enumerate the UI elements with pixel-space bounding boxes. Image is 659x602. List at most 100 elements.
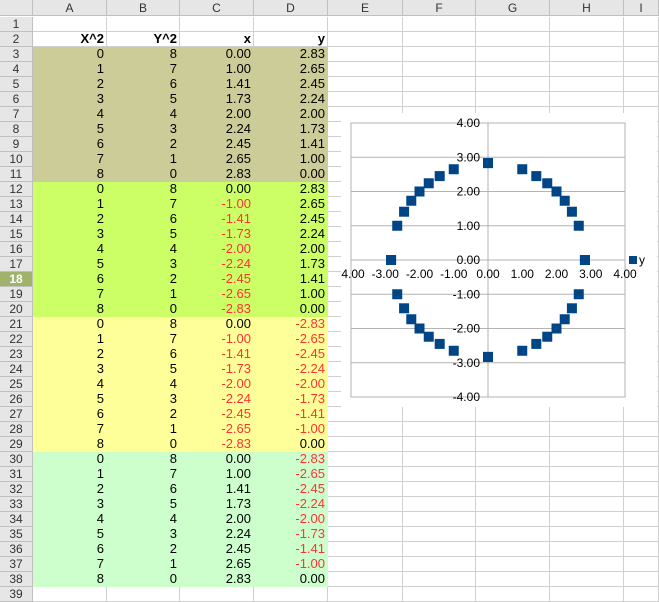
cell-A18[interactable]: 6 [33, 272, 107, 287]
cell-B14[interactable]: 6 [107, 212, 180, 227]
cell-D1[interactable] [254, 17, 328, 32]
cell-B16[interactable]: 4 [107, 242, 180, 257]
cell-H33[interactable] [550, 497, 624, 512]
cell-C31[interactable]: 1.00 [180, 467, 254, 482]
cell-A14[interactable]: 2 [33, 212, 107, 227]
cell-G2[interactable] [476, 32, 550, 47]
cell-D20[interactable]: 0.00 [254, 302, 328, 317]
cell-F3[interactable] [403, 47, 476, 62]
row-header-26[interactable]: 26 [0, 392, 33, 407]
cell-I31[interactable] [624, 467, 659, 482]
cell-D13[interactable]: 2.65 [254, 197, 328, 212]
cell-A7[interactable]: 4 [33, 107, 107, 122]
cell-B2[interactable]: Y^2 [107, 32, 180, 47]
cell-D39[interactable] [254, 587, 328, 602]
cell-D12[interactable]: 2.83 [254, 182, 328, 197]
cell-B7[interactable]: 4 [107, 107, 180, 122]
cell-D3[interactable]: 2.83 [254, 47, 328, 62]
cell-A28[interactable]: 7 [33, 422, 107, 437]
column-header-C[interactable]: C [180, 0, 254, 16]
cell-A3[interactable]: 0 [33, 47, 107, 62]
cell-B33[interactable]: 5 [107, 497, 180, 512]
cell-B3[interactable]: 8 [107, 47, 180, 62]
column-header-B[interactable]: B [107, 0, 180, 16]
cell-E33[interactable] [328, 497, 403, 512]
cell-A6[interactable]: 3 [33, 92, 107, 107]
cell-C38[interactable]: 2.83 [180, 572, 254, 587]
row-header-22[interactable]: 22 [0, 332, 33, 347]
cell-B5[interactable]: 6 [107, 77, 180, 92]
cell-A31[interactable]: 1 [33, 467, 107, 482]
row-header-19[interactable]: 19 [0, 287, 33, 302]
cell-E30[interactable] [328, 452, 403, 467]
row-header-37[interactable]: 37 [0, 557, 33, 572]
cell-E27[interactable] [328, 407, 403, 422]
cell-B38[interactable]: 0 [107, 572, 180, 587]
cell-H4[interactable] [550, 62, 624, 77]
cell-H32[interactable] [550, 482, 624, 497]
cell-C15[interactable]: -1.73 [180, 227, 254, 242]
cell-I34[interactable] [624, 512, 659, 527]
cell-E3[interactable] [328, 47, 403, 62]
row-header-34[interactable]: 34 [0, 512, 33, 527]
cell-C25[interactable]: -2.00 [180, 377, 254, 392]
cell-C16[interactable]: -2.00 [180, 242, 254, 257]
cell-A5[interactable]: 2 [33, 77, 107, 92]
cell-B18[interactable]: 2 [107, 272, 180, 287]
cell-F2[interactable] [403, 32, 476, 47]
cell-B24[interactable]: 5 [107, 362, 180, 377]
cell-E1[interactable] [328, 17, 403, 32]
cell-A8[interactable]: 5 [33, 122, 107, 137]
cell-D24[interactable]: -2.24 [254, 362, 328, 377]
cell-D33[interactable]: -2.24 [254, 497, 328, 512]
cell-D4[interactable]: 2.65 [254, 62, 328, 77]
row-header-15[interactable]: 15 [0, 227, 33, 242]
cell-F36[interactable] [403, 542, 476, 557]
row-header-3[interactable]: 3 [0, 47, 33, 62]
cell-A12[interactable]: 0 [33, 182, 107, 197]
cell-A4[interactable]: 1 [33, 62, 107, 77]
cell-D36[interactable]: -1.41 [254, 542, 328, 557]
row-header-33[interactable]: 33 [0, 497, 33, 512]
cell-C39[interactable] [180, 587, 254, 602]
cell-C32[interactable]: 1.41 [180, 482, 254, 497]
cell-B17[interactable]: 3 [107, 257, 180, 272]
cell-F5[interactable] [403, 77, 476, 92]
row-header-14[interactable]: 14 [0, 212, 33, 227]
cell-C4[interactable]: 1.00 [180, 62, 254, 77]
cell-I37[interactable] [624, 557, 659, 572]
cell-G32[interactable] [476, 482, 550, 497]
row-header-24[interactable]: 24 [0, 362, 33, 377]
cell-A1[interactable] [33, 17, 107, 32]
cell-C12[interactable]: 0.00 [180, 182, 254, 197]
cell-G6[interactable] [476, 92, 550, 107]
row-header-39[interactable]: 39 [0, 587, 33, 602]
cell-G38[interactable] [476, 572, 550, 587]
cell-D35[interactable]: -1.73 [254, 527, 328, 542]
cell-A13[interactable]: 1 [33, 197, 107, 212]
row-header-18[interactable]: 18 [0, 272, 33, 287]
cell-C7[interactable]: 2.00 [180, 107, 254, 122]
cell-C2[interactable]: x [180, 32, 254, 47]
cell-E6[interactable] [328, 92, 403, 107]
cell-A37[interactable]: 7 [33, 557, 107, 572]
cell-A22[interactable]: 1 [33, 332, 107, 347]
row-header-11[interactable]: 11 [0, 167, 33, 182]
cell-A30[interactable]: 0 [33, 452, 107, 467]
cell-C36[interactable]: 2.45 [180, 542, 254, 557]
cell-D31[interactable]: -2.65 [254, 467, 328, 482]
cell-C1[interactable] [180, 17, 254, 32]
cell-E36[interactable] [328, 542, 403, 557]
row-header-29[interactable]: 29 [0, 437, 33, 452]
cell-E35[interactable] [328, 527, 403, 542]
cell-C18[interactable]: -2.45 [180, 272, 254, 287]
cell-D16[interactable]: 2.00 [254, 242, 328, 257]
cell-A34[interactable]: 4 [33, 512, 107, 527]
cell-G31[interactable] [476, 467, 550, 482]
cell-I4[interactable] [624, 62, 659, 77]
cell-E31[interactable] [328, 467, 403, 482]
cell-G1[interactable] [476, 17, 550, 32]
cell-F30[interactable] [403, 452, 476, 467]
cell-A23[interactable]: 2 [33, 347, 107, 362]
column-header-E[interactable]: E [328, 0, 403, 16]
